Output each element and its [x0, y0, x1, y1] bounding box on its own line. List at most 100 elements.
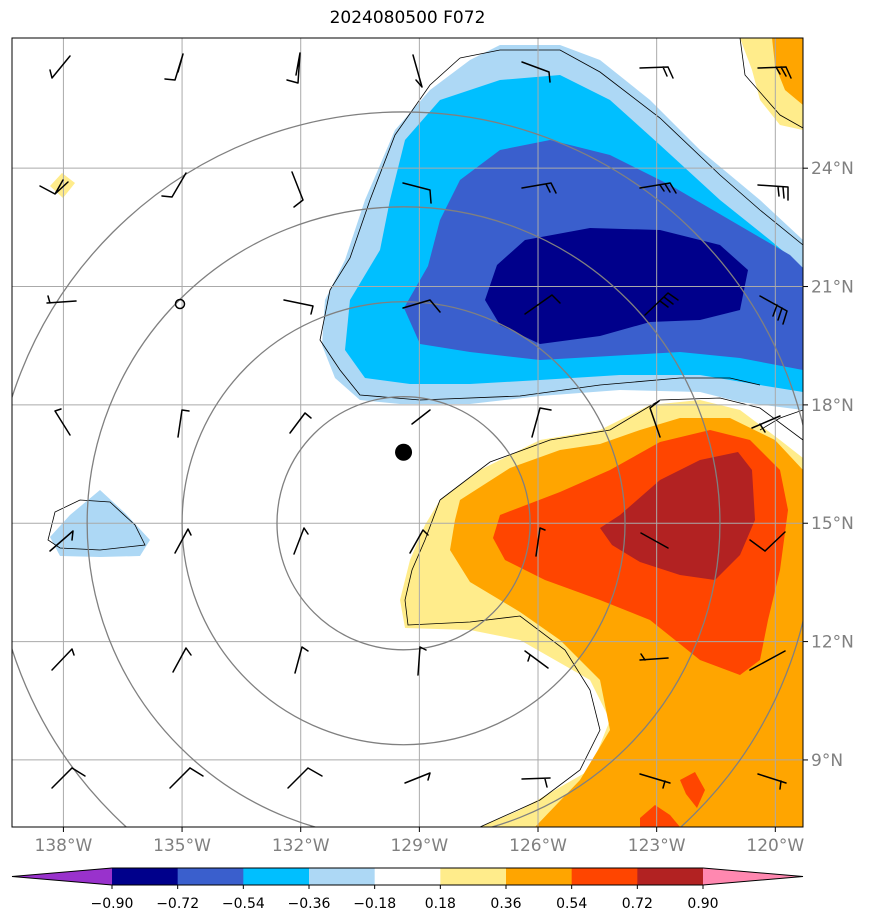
wind-barb: [639, 66, 674, 79]
wind-barb: [757, 773, 787, 790]
lat-tick-label: 18°N: [811, 396, 854, 416]
wind-barb: [411, 409, 431, 425]
wind-barb: [649, 400, 661, 438]
colorbar-tick-label: 0.72: [622, 896, 653, 912]
wind-barb: [54, 408, 71, 436]
wind-barb: [294, 646, 309, 674]
wind-barb: [644, 292, 679, 316]
colorbar-segment: [374, 868, 441, 885]
pressure-contours: [12, 111, 803, 827]
anomaly-fill-red-orange-blob: [680, 772, 705, 808]
colorbar-segment: [637, 868, 704, 885]
wind-barb: [293, 527, 309, 555]
wind-barb: [49, 55, 71, 79]
wind-barb: [535, 527, 546, 557]
wind-barb: [164, 53, 184, 81]
map-frame: [11, 37, 804, 828]
wind-barb: [409, 529, 429, 554]
wind-barb: [161, 172, 187, 198]
wind-barb: [49, 530, 74, 552]
wind-barb: [639, 773, 671, 789]
wind-barb: [402, 299, 441, 313]
map-title: 2024080500 F072: [329, 8, 486, 28]
colorbar-segment: [243, 868, 310, 885]
lat-tick-label: 24°N: [811, 159, 854, 179]
storm-center-marker: [395, 443, 413, 461]
colorbar: −0.90 −0.72 −0.54 −0.36 −0.18 0.18 0.36 0.54 0.7…: [11, 867, 804, 912]
colorbar-tick-label: 0.18: [425, 896, 456, 912]
lon-tick-label: 135°W: [153, 836, 211, 856]
colorbar-tick-label: 0.36: [490, 896, 521, 912]
lat-tick-label: 21°N: [811, 278, 854, 298]
wind-barb: [172, 647, 192, 673]
pressure-contour: [276, 396, 531, 651]
lon-tick-label: 129°W: [390, 836, 448, 856]
wind-barb: [404, 772, 431, 784]
wind-barb: [174, 528, 192, 554]
longitude-labels: 138°W 135°W 132°W 129°W 126°W 123°W 120°W: [35, 827, 804, 856]
colorbar-segment: [112, 868, 179, 885]
wind-barb: [531, 407, 552, 438]
calm-wind-circle: [174, 298, 186, 310]
pressure-contour: [181, 301, 626, 746]
colorbar-segment: [440, 868, 507, 885]
latitude-labels: 9°N 12°N 15°N 18°N 21°N 24°N: [803, 159, 854, 771]
wind-barb: [46, 295, 77, 304]
colorbar-segment: [506, 868, 573, 885]
colorbar-tick-label: 0.54: [556, 896, 587, 912]
lon-tick-label: 138°W: [35, 836, 93, 856]
wind-barb: [287, 767, 323, 789]
positive-anomaly-field: [50, 38, 803, 827]
colorbar-tick-label: −0.18: [353, 896, 396, 912]
wind-barb: [417, 646, 427, 676]
lat-tick-label: 12°N: [811, 633, 854, 653]
colorbar-segment: [177, 868, 244, 885]
wind-barb: [51, 767, 86, 789]
colorbar-tick-label: −0.72: [156, 896, 199, 912]
colorbar-extend-max: [703, 868, 803, 885]
wind-barb: [524, 650, 549, 669]
colorbar-segment: [571, 868, 638, 885]
wind-barb: [759, 295, 788, 325]
zero-contour-lines: [47, 38, 803, 827]
wind-barb: [39, 179, 69, 195]
negative-anomaly-field: [50, 45, 803, 557]
anomaly-fill-red-orange-south: [640, 805, 680, 827]
pressure-contour: [12, 111, 803, 827]
wind-barb: [524, 294, 561, 315]
lon-tick-label: 132°W: [272, 836, 330, 856]
colorbar-tick-label: −0.54: [222, 896, 265, 912]
lon-tick-label: 126°W: [509, 836, 567, 856]
colorbar-tick-label: −0.90: [91, 896, 134, 912]
wind-barb: [169, 767, 204, 789]
wind-barbs: [39, 52, 792, 790]
wind-barb: [286, 52, 301, 84]
lon-tick-label: 120°W: [746, 836, 804, 856]
wind-barb: [639, 182, 677, 194]
lat-tick-label: 15°N: [811, 514, 854, 534]
wind-barb: [283, 299, 314, 315]
pressure-contour: [86, 206, 721, 827]
wind-barb: [757, 66, 792, 79]
wind-barb: [289, 412, 312, 434]
colorbar-segment: [309, 868, 376, 885]
colorbar-tick-label: 0.90: [687, 896, 718, 912]
wind-barb: [177, 409, 190, 438]
wind-barb: [749, 650, 786, 671]
wind-barb: [402, 182, 432, 204]
wind-barb: [51, 648, 75, 671]
colorbar-extend-min: [12, 868, 112, 885]
anomaly-fill-tiny-yellow: [50, 173, 75, 198]
wind-barb: [757, 184, 789, 201]
wind-barb: [291, 171, 304, 208]
wind-barb: [521, 61, 551, 83]
wind-barb: [749, 531, 786, 552]
map-area: [12, 38, 803, 827]
graticule: [12, 38, 803, 827]
anomaly-fill-dark-blue: [485, 228, 748, 344]
wind-barb: [521, 777, 551, 788]
anomaly-fill-firebrick: [600, 452, 755, 580]
lon-tick-label: 123°W: [628, 836, 686, 856]
wind-barb: [412, 54, 423, 88]
lat-tick-label: 9°N: [811, 751, 843, 771]
